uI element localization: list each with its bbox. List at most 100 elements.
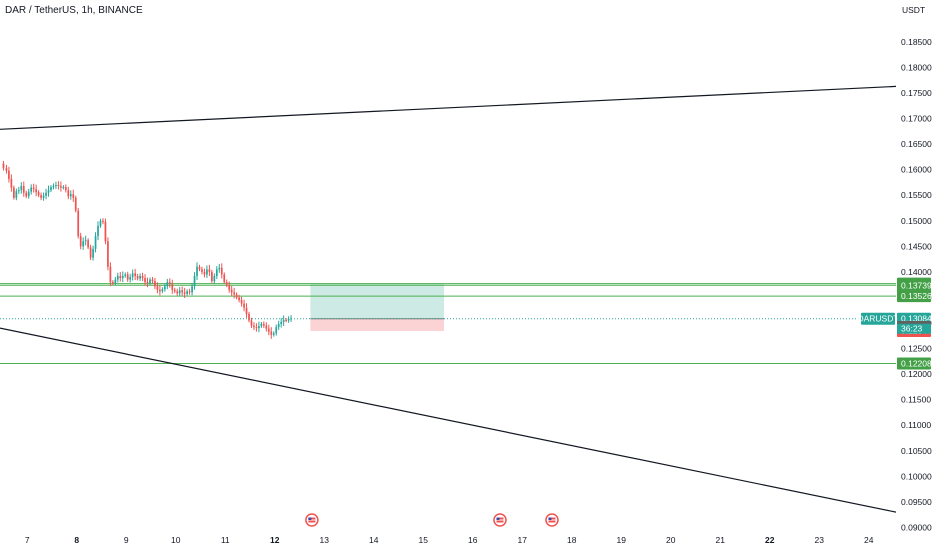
price-tag[interactable]: 0.12208 xyxy=(897,357,932,370)
y-axis[interactable]: USDT 0.18500 0.18000 0.17500 0.17000 0.16500 0… xyxy=(901,5,932,532)
y-tick-label: 0.14000 xyxy=(901,267,932,277)
candle xyxy=(8,170,10,179)
event-flag-icon[interactable] xyxy=(305,513,319,527)
x-tick-label: 9 xyxy=(124,535,129,545)
candle xyxy=(62,187,65,189)
candle xyxy=(141,276,144,279)
candle xyxy=(253,325,255,328)
y-tick-label: 0.15000 xyxy=(901,216,932,226)
price-tag[interactable]: 0.13739 xyxy=(897,279,932,292)
candle xyxy=(275,327,278,334)
x-tick-label: 7 xyxy=(25,535,30,545)
event-flag-icon[interactable] xyxy=(493,513,507,527)
candle xyxy=(92,248,94,258)
candle xyxy=(255,327,258,329)
candle xyxy=(277,324,280,328)
candle xyxy=(82,241,85,247)
candle xyxy=(42,195,45,198)
candle xyxy=(47,190,50,193)
event-flag-icon[interactable] xyxy=(545,513,559,527)
price-tag[interactable]: 0.13526 xyxy=(897,290,932,303)
candle xyxy=(107,241,109,267)
y-tick-label: 0.15500 xyxy=(901,190,932,200)
candle xyxy=(99,220,102,226)
candle xyxy=(258,326,260,329)
candle xyxy=(178,290,181,294)
candle xyxy=(166,282,169,287)
candle xyxy=(79,236,82,247)
candle xyxy=(203,271,206,275)
y-tick-label: 0.11000 xyxy=(901,420,931,430)
candle xyxy=(64,187,67,191)
candle xyxy=(116,276,119,280)
candle xyxy=(171,284,174,290)
candle xyxy=(173,289,176,292)
candle xyxy=(260,324,263,327)
candle xyxy=(228,284,231,290)
candle xyxy=(124,274,127,276)
candle xyxy=(240,300,243,304)
candle xyxy=(15,191,18,198)
candle xyxy=(139,276,141,279)
candle xyxy=(154,281,156,287)
candle xyxy=(57,185,60,187)
candle xyxy=(156,286,159,290)
x-tick-label: 8 xyxy=(74,535,79,545)
candle xyxy=(213,276,216,282)
candle xyxy=(188,291,191,293)
candle xyxy=(32,187,35,190)
candle xyxy=(2,163,5,169)
candle xyxy=(243,303,245,308)
target-zone xyxy=(310,283,445,319)
x-tick-label: 15 xyxy=(419,535,429,545)
candle xyxy=(102,220,104,222)
candle xyxy=(109,266,112,283)
candle xyxy=(280,322,283,325)
price-tag-label: 0.12208 xyxy=(901,359,932,369)
candle xyxy=(119,276,122,279)
candle xyxy=(67,190,70,197)
candle xyxy=(144,278,146,283)
candle xyxy=(220,267,223,275)
candle xyxy=(183,292,186,294)
trendline xyxy=(0,327,896,513)
y-tick-label: 0.11500 xyxy=(901,395,931,405)
candle xyxy=(121,276,124,279)
symbol-tag-label: DARUSDT xyxy=(857,314,898,324)
candle xyxy=(84,240,87,242)
x-axis[interactable]: 7 8 9 10 11 12 13 14 15 16 17 18 19 20 21 22 23 24 xyxy=(25,535,874,545)
candle xyxy=(77,210,80,237)
candle xyxy=(136,276,139,279)
y-tick-label: 0.12000 xyxy=(901,369,932,379)
candle xyxy=(285,319,287,321)
candle xyxy=(72,194,75,198)
candle xyxy=(104,221,107,242)
candle xyxy=(40,195,42,198)
y-tick-label: 0.17000 xyxy=(901,114,932,124)
candle xyxy=(97,225,99,237)
candle xyxy=(211,271,213,282)
candle xyxy=(126,274,129,280)
candle xyxy=(245,307,248,314)
y-tick-label: 0.09000 xyxy=(901,522,932,532)
stop-zone xyxy=(310,318,445,331)
x-tick-label: 19 xyxy=(617,535,627,545)
x-tick-label: 22 xyxy=(765,535,775,545)
candle xyxy=(10,178,13,188)
y-tick-label: 0.10500 xyxy=(901,446,932,456)
x-tick-label: 20 xyxy=(666,535,676,545)
candle xyxy=(270,331,273,335)
candle xyxy=(215,269,218,276)
plot-area xyxy=(0,85,896,527)
candle xyxy=(201,269,203,272)
countdown-tag: 36:23 xyxy=(897,323,931,334)
candle xyxy=(193,276,196,287)
x-tick-label: 16 xyxy=(468,535,478,545)
x-tick-label: 11 xyxy=(221,535,230,545)
candle xyxy=(265,325,268,329)
candle xyxy=(94,236,97,249)
candle xyxy=(287,318,290,321)
price-tag-label: 0.13739 xyxy=(901,280,932,290)
